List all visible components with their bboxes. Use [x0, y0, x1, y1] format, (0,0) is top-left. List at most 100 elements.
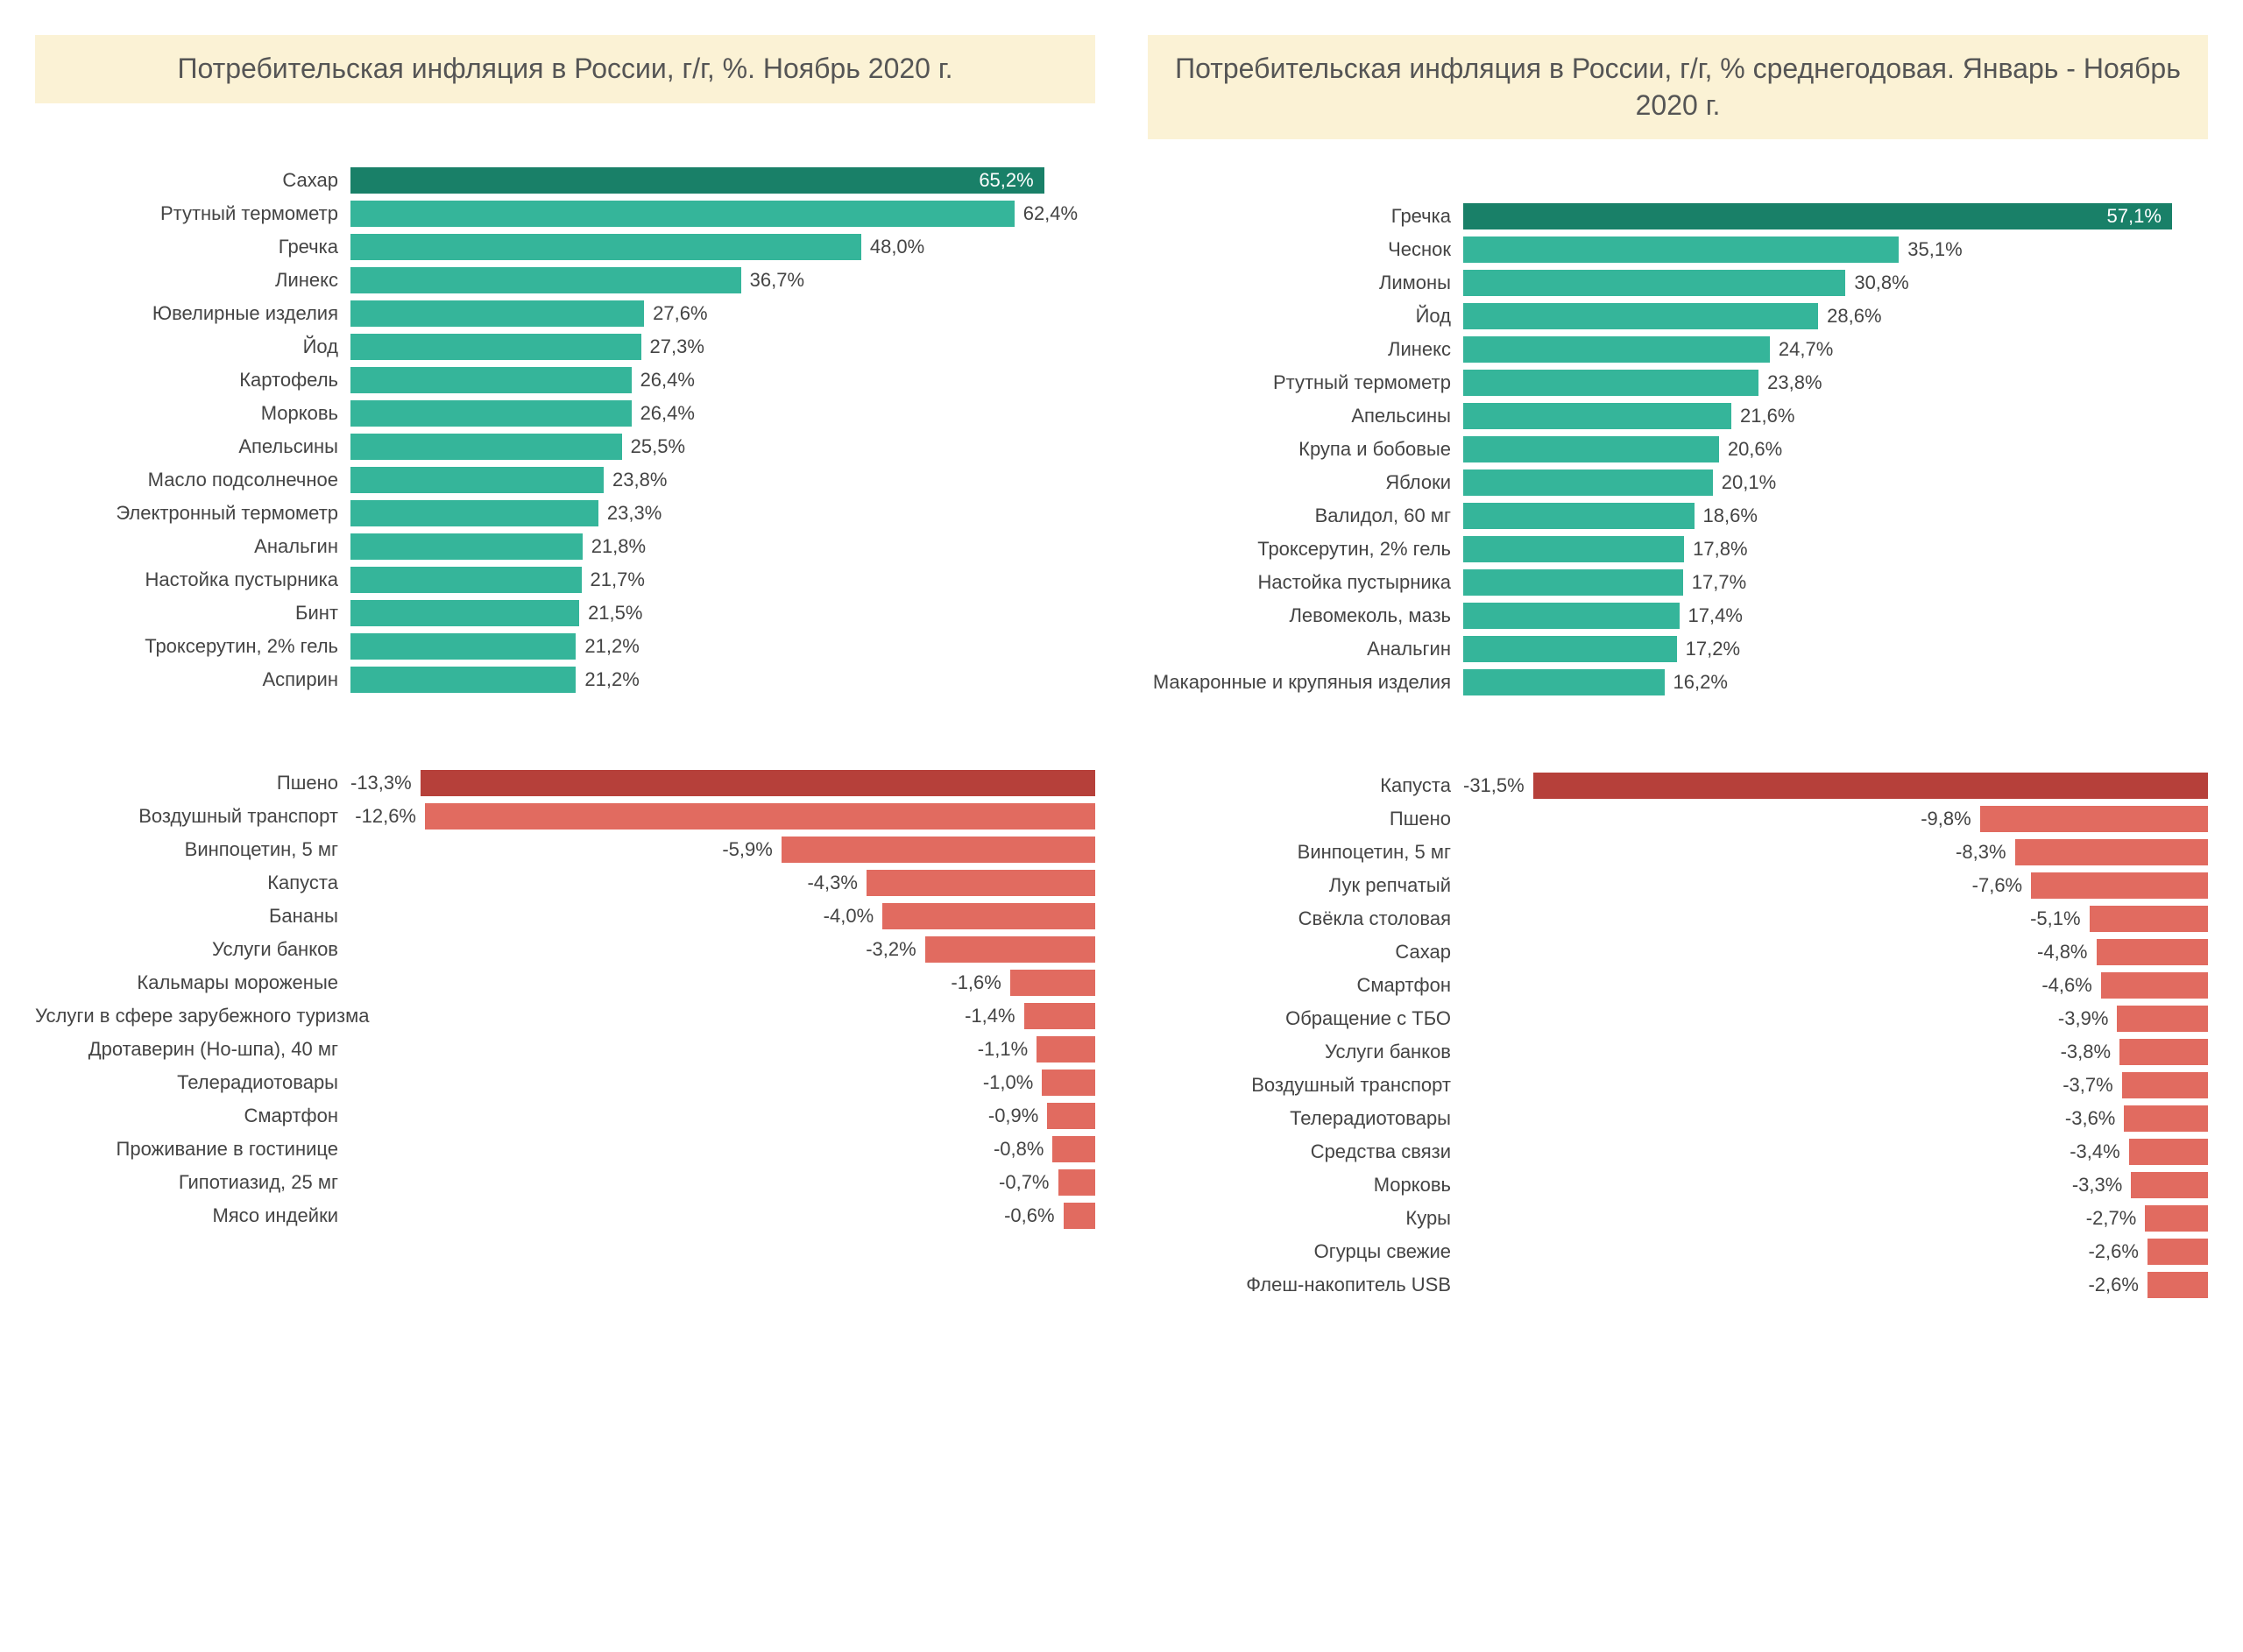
- bar-value: 17,4%: [1688, 604, 1743, 627]
- bar-value: 35,1%: [1907, 238, 1962, 261]
- chart-row: Гипотиазид, 25 мг-0,7%: [35, 1167, 1095, 1198]
- row-label: Лук репчатый: [1148, 874, 1463, 897]
- bar: 57,1%: [1463, 203, 2172, 229]
- bar-wrap: -4,0%: [350, 903, 1095, 929]
- bar-value: 21,6%: [1740, 405, 1794, 427]
- chart-row: Пшено-9,8%: [1148, 803, 2208, 835]
- bar-wrap: 57,1%: [1463, 203, 2208, 229]
- bar-wrap: -1,4%: [381, 1003, 1095, 1029]
- chart-row: Морковь-3,3%: [1148, 1169, 2208, 1201]
- row-label: Смартфон: [35, 1105, 350, 1127]
- right-title: Потребительская инфляция в России, г/г, …: [1148, 35, 2208, 139]
- bar: [1463, 237, 1899, 263]
- bar-wrap: -31,5%: [1463, 773, 2208, 799]
- bar: [1463, 603, 1680, 629]
- row-label: Телерадиотовары: [1148, 1107, 1463, 1130]
- row-track: 17,2%: [1463, 633, 2208, 665]
- bar-wrap: -3,8%: [1463, 1039, 2208, 1065]
- bar-value: 65,2%: [979, 169, 1033, 192]
- row-label: Капуста: [35, 872, 350, 894]
- row-track: -0,8%: [350, 1133, 1095, 1165]
- bar-wrap: -1,6%: [350, 970, 1095, 996]
- row-label: Морковь: [1148, 1174, 1463, 1197]
- bar: [1533, 773, 2208, 799]
- bar-wrap: 21,8%: [350, 533, 1095, 560]
- bar: [2129, 1139, 2208, 1165]
- left-negative-chart: Пшено-13,3%Воздушный транспорт-12,6%Винп…: [35, 767, 1095, 1233]
- chart-row: Картофель26,4%: [35, 364, 1095, 396]
- bar: [2031, 872, 2208, 899]
- row-label: Пшено: [1148, 808, 1463, 830]
- bar-value: -31,5%: [1463, 774, 1525, 797]
- row-label: Винпоцетин, 5 мг: [1148, 841, 1463, 864]
- bar: [1064, 1203, 1095, 1229]
- row-track: 21,5%: [350, 597, 1095, 629]
- bar-value: -0,9%: [988, 1105, 1038, 1127]
- right-negative-chart: Капуста-31,5%Пшено-9,8%Винпоцетин, 5 мг-…: [1148, 770, 2208, 1303]
- row-label: Куры: [1148, 1207, 1463, 1230]
- bar-value: 48,0%: [870, 236, 924, 258]
- chart-row: Анальгин17,2%: [1148, 633, 2208, 665]
- bar-value: -4,6%: [2041, 974, 2091, 997]
- row-track: 57,1%: [1463, 201, 2208, 232]
- row-label: Макаронные и крупяныя изделия: [1148, 671, 1463, 694]
- bar-wrap: 26,4%: [350, 367, 1095, 393]
- bar-value: -5,1%: [2030, 907, 2080, 930]
- chart-row: Свёкла столовая-5,1%: [1148, 903, 2208, 935]
- row-track: 21,8%: [350, 531, 1095, 562]
- row-track: 26,4%: [350, 398, 1095, 429]
- row-label: Настойка пустырника: [35, 568, 350, 591]
- row-label: Услуги в сфере зарубежного туризма: [35, 1005, 381, 1027]
- bar-wrap: 27,6%: [350, 300, 1095, 327]
- row-track: -4,3%: [350, 867, 1095, 899]
- bar-wrap: -9,8%: [1463, 806, 2208, 832]
- row-label: Йод: [1148, 305, 1463, 328]
- chart-row: Огурцы свежие-2,6%: [1148, 1236, 2208, 1267]
- chart-row: Макаронные и крупяныя изделия16,2%: [1148, 667, 2208, 698]
- chart-row: Пшено-13,3%: [35, 767, 1095, 799]
- bar-value: -2,7%: [2086, 1207, 2136, 1230]
- row-label: Обращение с ТБО: [1148, 1007, 1463, 1030]
- bar: [1463, 469, 1713, 496]
- bar-wrap: -2,6%: [1463, 1239, 2208, 1265]
- bar-value: 27,6%: [653, 302, 707, 325]
- chart-row: Ювелирные изделия27,6%: [35, 298, 1095, 329]
- bar-wrap: 35,1%: [1463, 237, 2208, 263]
- bar-wrap: -1,0%: [350, 1070, 1095, 1096]
- bar: [1463, 669, 1665, 695]
- bar-wrap: -1,1%: [350, 1036, 1095, 1063]
- chart-row: Флеш-накопитель USB-2,6%: [1148, 1269, 2208, 1301]
- chart-row: Апельсины21,6%: [1148, 400, 2208, 432]
- row-track: 26,4%: [350, 364, 1095, 396]
- right-panel: Потребительская инфляция в России, г/г, …: [1148, 35, 2208, 1617]
- bar-wrap: -4,8%: [1463, 939, 2208, 965]
- chart-row: Телерадиотовары-3,6%: [1148, 1103, 2208, 1134]
- row-label: Валидол, 60 мг: [1148, 505, 1463, 527]
- bar: 65,2%: [350, 167, 1044, 194]
- row-track: 17,7%: [1463, 567, 2208, 598]
- row-track: 62,4%: [350, 198, 1095, 229]
- right-positive-chart: Гречка57,1%Чеснок35,1%Лимоны30,8%Йод28,6…: [1148, 201, 2208, 700]
- chart-row: Кальмары мороженые-1,6%: [35, 967, 1095, 999]
- bar-value: -1,6%: [951, 971, 1001, 994]
- row-track: 17,4%: [1463, 600, 2208, 632]
- bar-wrap: 62,4%: [350, 201, 1095, 227]
- bar: [2145, 1205, 2208, 1232]
- bar: [425, 803, 1095, 830]
- bar-wrap: 20,6%: [1463, 436, 2208, 462]
- chart-row: Йод28,6%: [1148, 300, 2208, 332]
- chart-row: Ртутный термометр23,8%: [1148, 367, 2208, 399]
- row-label: Огурцы свежие: [1148, 1240, 1463, 1263]
- chart-row: Крупа и бобовые20,6%: [1148, 434, 2208, 465]
- chart-row: Морковь26,4%: [35, 398, 1095, 429]
- chart-row: Бананы-4,0%: [35, 900, 1095, 932]
- bar-wrap: 16,2%: [1463, 669, 2208, 695]
- chart-row: Воздушный транспорт-3,7%: [1148, 1070, 2208, 1101]
- bar-wrap: -12,6%: [350, 803, 1095, 830]
- bar: [1052, 1136, 1095, 1162]
- row-label: Яблоки: [1148, 471, 1463, 494]
- bar-wrap: -5,9%: [350, 837, 1095, 863]
- bar-wrap: -3,3%: [1463, 1172, 2208, 1198]
- row-track: -8,3%: [1463, 837, 2208, 868]
- bar-wrap: 36,7%: [350, 267, 1095, 293]
